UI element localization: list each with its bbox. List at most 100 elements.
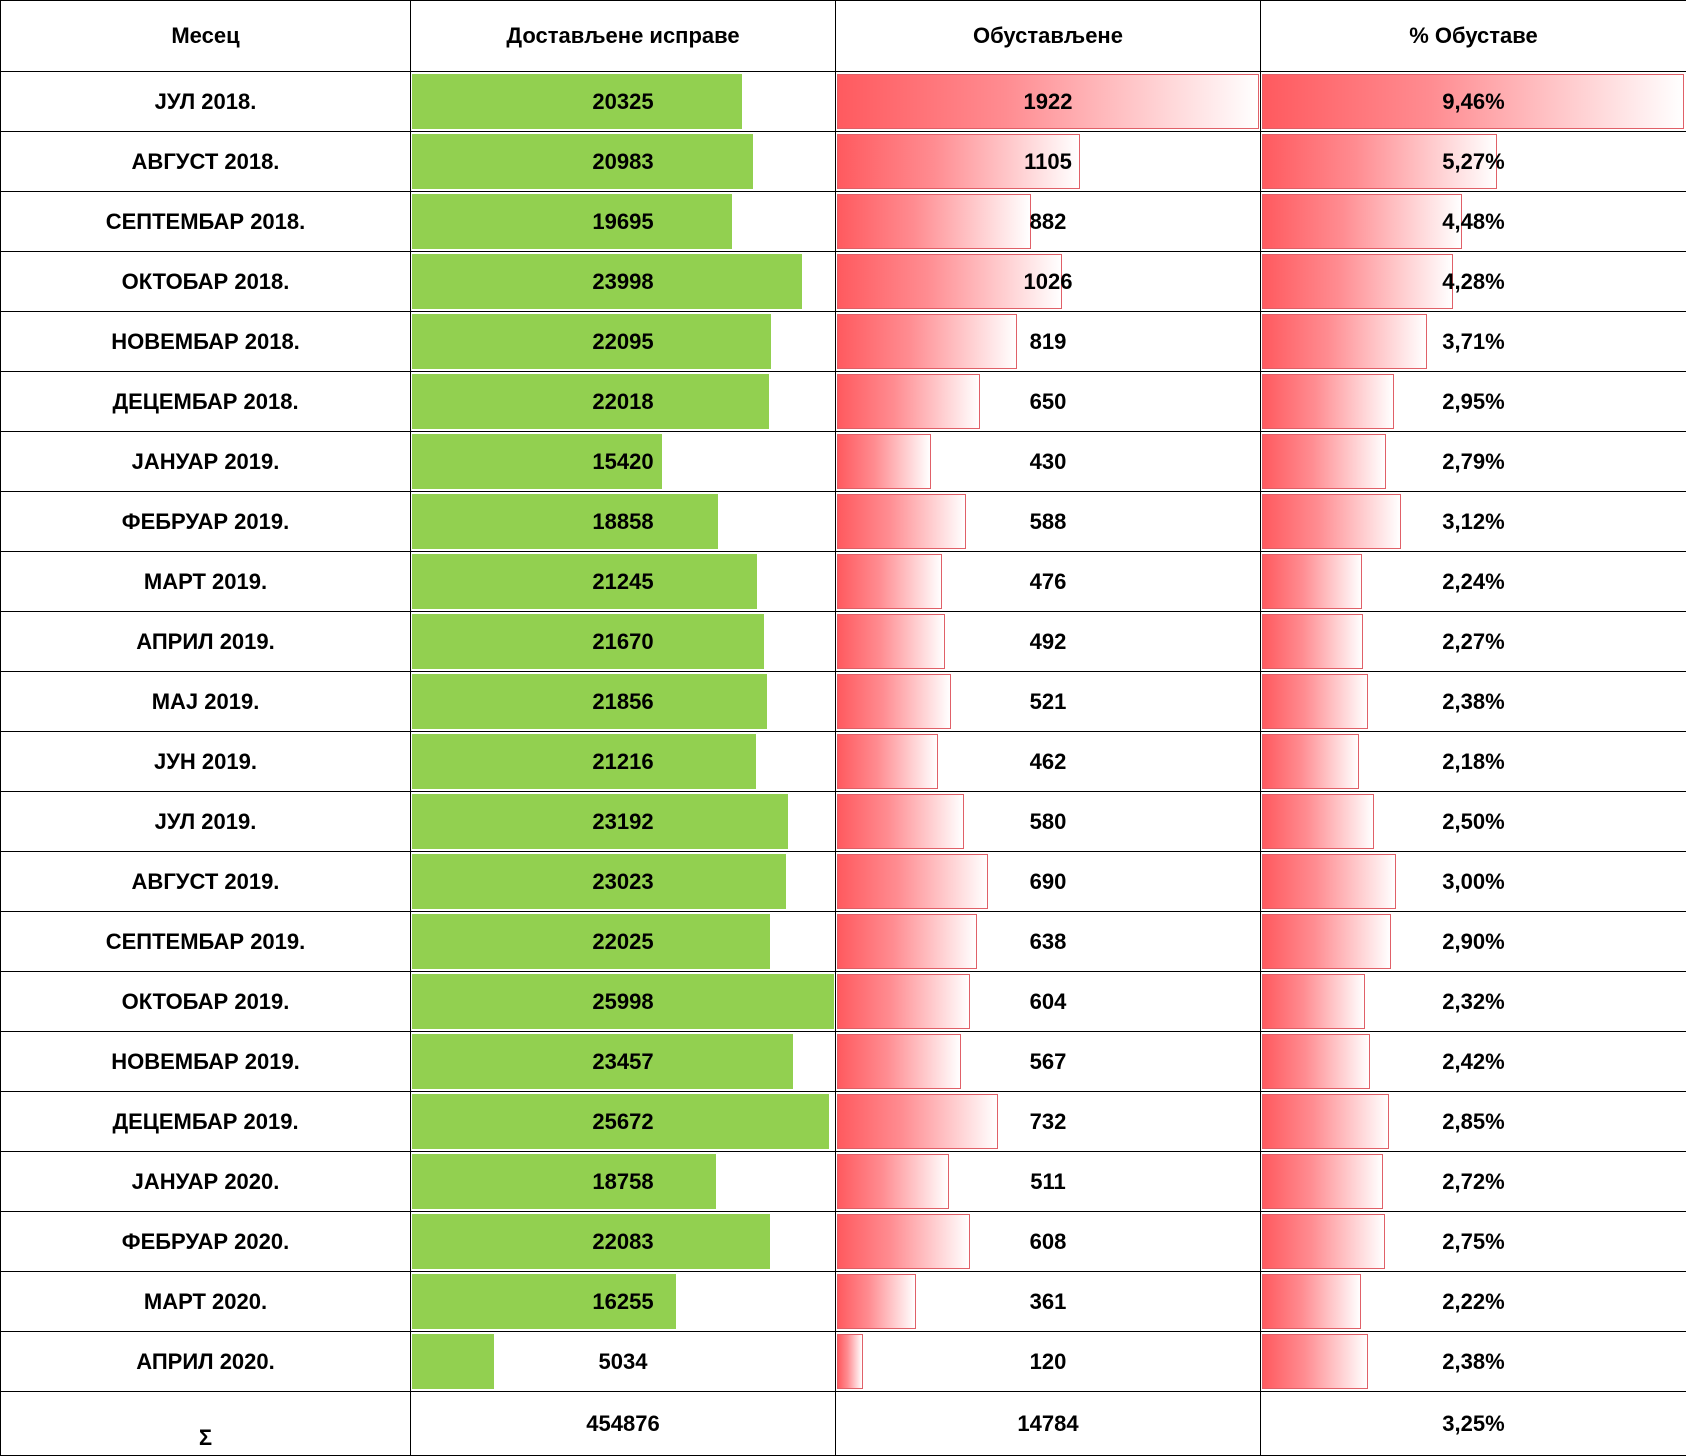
delivered-cell: 20983 xyxy=(411,132,836,192)
suspension-percent-cell: 2,79% xyxy=(1261,432,1686,492)
suspension-percent-cell-bar xyxy=(1262,974,1365,1029)
suspended-cell-bar xyxy=(837,1034,961,1089)
delivered-cell-value: 18758 xyxy=(592,1169,653,1195)
delivered-cell-value: 22018 xyxy=(592,389,653,415)
suspension-percent-cell-value: 2,27% xyxy=(1442,629,1504,655)
suspended-cell-bar xyxy=(837,614,945,669)
suspension-percent-cell: 5,27% xyxy=(1261,132,1686,192)
delivered-cell: 22025 xyxy=(411,912,836,972)
suspension-percent-cell: 2,85% xyxy=(1261,1092,1686,1152)
delivered-cell-bar xyxy=(412,194,732,249)
delivered-cell: 23192 xyxy=(411,792,836,852)
month-cell: ЈУЛ 2019. xyxy=(1,792,411,852)
suspension-percent-cell-value: 2,42% xyxy=(1442,1049,1504,1075)
suspended-cell-value: 608 xyxy=(1030,1229,1067,1255)
total-label: Σ xyxy=(1,1392,411,1456)
suspended-cell-bar xyxy=(837,974,970,1029)
column-header-suspended: Обустављене xyxy=(836,1,1261,72)
suspension-percent-cell: 2,95% xyxy=(1261,372,1686,432)
suspension-percent-cell-bar xyxy=(1262,494,1401,549)
suspended-cell: 819 xyxy=(836,312,1261,372)
suspension-percent-cell: 2,27% xyxy=(1261,612,1686,672)
month-cell: ФЕБРУАР 2019. xyxy=(1,492,411,552)
suspension-percent-cell-bar xyxy=(1262,1274,1361,1329)
delivered-cell-value: 18858 xyxy=(592,509,653,535)
delivered-cell-bar xyxy=(412,374,769,429)
delivered-cell-bar xyxy=(412,134,753,189)
suspended-cell: 476 xyxy=(836,552,1261,612)
delivered-cell-value: 25998 xyxy=(592,989,653,1015)
delivered-cell-value: 15420 xyxy=(592,449,653,475)
column-header-month: Месец xyxy=(1,1,411,72)
suspension-percent-cell-bar xyxy=(1262,734,1359,789)
suspended-cell: 492 xyxy=(836,612,1261,672)
suspended-cell-value: 690 xyxy=(1030,869,1067,895)
month-cell: ОКТОБАР 2019. xyxy=(1,972,411,1032)
delivered-cell-value: 5034 xyxy=(599,1349,648,1375)
total-suspended: 14784 xyxy=(836,1392,1261,1456)
delivered-cell-value: 23192 xyxy=(592,809,653,835)
suspended-cell-bar xyxy=(837,554,942,609)
suspended-cell-bar xyxy=(837,1094,998,1149)
suspension-percent-cell-bar xyxy=(1262,314,1427,369)
delivered-cell-bar xyxy=(412,554,757,609)
suspended-cell-value: 120 xyxy=(1030,1349,1067,1375)
month-cell: АПРИЛ 2019. xyxy=(1,612,411,672)
month-cell: ДЕЦЕМБАР 2018. xyxy=(1,372,411,432)
delivered-cell-value: 20325 xyxy=(592,89,653,115)
delivered-cell: 21216 xyxy=(411,732,836,792)
suspended-cell-value: 650 xyxy=(1030,389,1067,415)
month-cell: АВГУСТ 2018. xyxy=(1,132,411,192)
header-row: Месец Достављене исправе Обустављене % О… xyxy=(1,1,1686,72)
suspended-cell: 462 xyxy=(836,732,1261,792)
suspended-cell: 580 xyxy=(836,792,1261,852)
suspended-cell: 567 xyxy=(836,1032,1261,1092)
month-cell: ЈАНУАР 2020. xyxy=(1,1152,411,1212)
suspension-percent-cell-value: 2,72% xyxy=(1442,1169,1504,1195)
suspension-percent-cell-bar xyxy=(1262,374,1394,429)
delivered-cell: 18758 xyxy=(411,1152,836,1212)
suspended-cell-value: 588 xyxy=(1030,509,1067,535)
suspended-cell: 650 xyxy=(836,372,1261,432)
suspended-cell-value: 567 xyxy=(1030,1049,1067,1075)
suspension-percent-cell-value: 4,28% xyxy=(1442,269,1504,295)
suspended-cell-bar xyxy=(837,1214,970,1269)
suspended-cell-bar xyxy=(837,314,1017,369)
suspension-percent-cell-value: 2,18% xyxy=(1442,749,1504,775)
suspension-percent-cell-value: 9,46% xyxy=(1442,89,1504,115)
delivered-cell-value: 23457 xyxy=(592,1049,653,1075)
delivered-cell-bar xyxy=(412,614,764,669)
month-cell: МАЈ 2019. xyxy=(1,672,411,732)
suspension-percent-cell-value: 2,38% xyxy=(1442,689,1504,715)
delivered-cell: 22095 xyxy=(411,312,836,372)
suspension-percent-cell-value: 2,85% xyxy=(1442,1109,1504,1135)
suspended-cell-value: 511 xyxy=(1030,1169,1066,1195)
suspended-cell-bar xyxy=(837,794,964,849)
delivered-cell: 25672 xyxy=(411,1092,836,1152)
suspension-percent-cell-value: 3,00% xyxy=(1442,869,1504,895)
suspension-percent-cell-value: 3,71% xyxy=(1442,329,1504,355)
delivered-cell-bar xyxy=(412,1214,770,1269)
suspended-cell: 430 xyxy=(836,432,1261,492)
suspended-cell: 638 xyxy=(836,912,1261,972)
suspended-cell-bar xyxy=(837,854,988,909)
total-suspension-percent: 3,25% xyxy=(1261,1392,1686,1456)
suspended-cell: 1105 xyxy=(836,132,1261,192)
suspension-percent-cell: 3,12% xyxy=(1261,492,1686,552)
suspended-cell: 690 xyxy=(836,852,1261,912)
delivered-cell-bar xyxy=(412,734,756,789)
delivered-cell-bar xyxy=(412,74,742,129)
suspension-percent-cell-bar xyxy=(1262,434,1386,489)
table-row: ЈАНУАР 2020. 18758 511 2,72% xyxy=(1,1152,1686,1212)
suspension-percent-cell: 4,48% xyxy=(1261,192,1686,252)
suspended-cell: 608 xyxy=(836,1212,1261,1272)
suspension-percent-cell: 3,00% xyxy=(1261,852,1686,912)
suspension-percent-cell-value: 5,27% xyxy=(1442,149,1504,175)
suspension-percent-cell-value: 2,95% xyxy=(1442,389,1504,415)
suspended-cell-value: 1026 xyxy=(1024,269,1073,295)
